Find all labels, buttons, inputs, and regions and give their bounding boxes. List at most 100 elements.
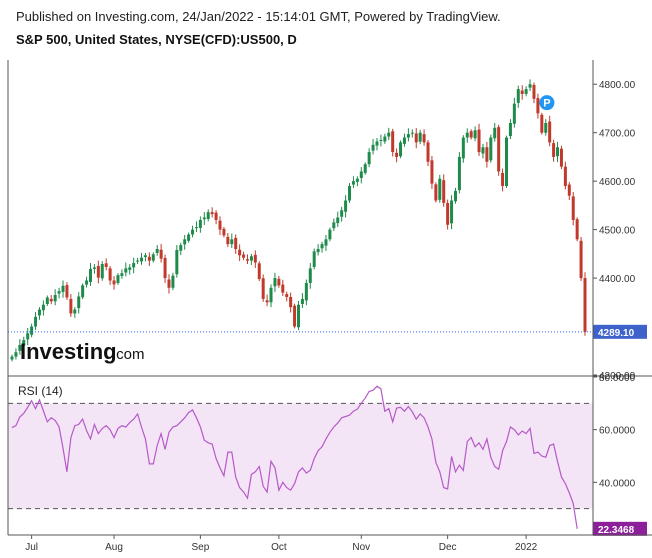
candle-body bbox=[69, 298, 73, 314]
candle-body bbox=[348, 186, 352, 201]
candle-body bbox=[402, 137, 406, 144]
candle-body bbox=[489, 137, 493, 161]
candle-body bbox=[234, 237, 238, 249]
candle-body bbox=[226, 236, 230, 245]
candle-body bbox=[210, 212, 214, 215]
candle-body bbox=[269, 287, 273, 303]
candle-body bbox=[391, 131, 395, 153]
candle-body bbox=[477, 129, 481, 153]
candle-body bbox=[285, 294, 289, 297]
candle-body bbox=[245, 259, 249, 261]
candle-body bbox=[465, 132, 469, 138]
candle-body bbox=[124, 268, 128, 273]
candle-body bbox=[238, 249, 242, 256]
event-marker-label: P bbox=[543, 98, 550, 110]
candle-body bbox=[344, 200, 348, 212]
candle-body bbox=[179, 245, 183, 251]
candle-body bbox=[289, 296, 293, 308]
candle-body bbox=[528, 84, 532, 88]
candle-body bbox=[508, 123, 512, 137]
candle-body bbox=[571, 196, 575, 220]
price-tick-label: 4800.00 bbox=[599, 80, 636, 91]
candle-body bbox=[567, 184, 571, 196]
candle-body bbox=[446, 202, 450, 225]
rsi-value-badge bbox=[593, 521, 647, 536]
candle-body bbox=[481, 147, 485, 154]
candle-body bbox=[336, 217, 340, 224]
candle-body bbox=[194, 227, 198, 229]
candle-body bbox=[104, 263, 108, 267]
rsi-pane: RSI (14) 22.3468 bbox=[8, 384, 647, 536]
candle-body bbox=[128, 267, 132, 270]
candle-body bbox=[497, 127, 501, 172]
candle-body bbox=[18, 344, 22, 351]
candle-body bbox=[556, 147, 560, 157]
rsi-tick-label: 80.0000 bbox=[599, 373, 636, 384]
candle-body bbox=[26, 333, 30, 340]
candle-body bbox=[453, 190, 457, 202]
candle-body bbox=[108, 268, 112, 281]
candle-body bbox=[14, 352, 18, 357]
candle-body bbox=[414, 133, 418, 143]
candle-body bbox=[363, 164, 367, 173]
candle-body bbox=[175, 249, 179, 275]
candle-body bbox=[501, 172, 505, 186]
candle-body bbox=[430, 160, 434, 184]
candle-body bbox=[469, 131, 473, 138]
candle-body bbox=[426, 142, 430, 162]
candle-body bbox=[320, 244, 324, 249]
candle-body bbox=[493, 127, 497, 139]
candle-body bbox=[434, 184, 438, 201]
candle-body bbox=[540, 114, 544, 133]
candle-body bbox=[242, 254, 246, 258]
candle-body bbox=[328, 229, 332, 240]
candle-body bbox=[544, 123, 548, 133]
time-tick-label: 2022 bbox=[515, 542, 538, 553]
candle-body bbox=[57, 291, 61, 294]
candle-body bbox=[10, 356, 14, 360]
candle-body bbox=[277, 278, 281, 286]
candle-body bbox=[132, 263, 136, 268]
candle-body bbox=[332, 222, 336, 229]
candle-body bbox=[485, 147, 489, 162]
candle-body bbox=[34, 316, 38, 327]
candle-body bbox=[147, 256, 151, 261]
candle-body bbox=[304, 282, 308, 301]
candle-body bbox=[297, 304, 300, 328]
time-tick-label: Jul bbox=[25, 542, 38, 553]
candle-body bbox=[375, 141, 379, 146]
candle-body bbox=[171, 275, 175, 288]
candle-body bbox=[383, 136, 387, 142]
candle-body bbox=[202, 217, 206, 220]
candle-body bbox=[461, 137, 465, 159]
candle-body bbox=[253, 254, 257, 263]
candle-body bbox=[151, 254, 155, 261]
candle-body bbox=[438, 178, 442, 200]
candle-body bbox=[53, 295, 57, 302]
price-pane: 4289.10 P bbox=[8, 79, 647, 362]
candle-body bbox=[273, 278, 277, 287]
rsi-title: RSI (14) bbox=[18, 384, 63, 398]
candle-body bbox=[532, 84, 536, 99]
candle-body bbox=[30, 326, 34, 335]
candle-body bbox=[120, 273, 124, 276]
rsi-value-label: 22.3468 bbox=[598, 525, 635, 536]
candle-body bbox=[312, 251, 316, 267]
candle-body bbox=[100, 264, 104, 279]
candle-body bbox=[214, 212, 218, 220]
candle-body bbox=[367, 152, 371, 165]
candle-body bbox=[167, 279, 171, 288]
candle-body bbox=[457, 156, 461, 191]
candle-body bbox=[96, 265, 100, 278]
candle-body bbox=[516, 89, 520, 103]
published-info: Published on Investing.com, 24/Jan/2022 … bbox=[16, 9, 501, 24]
candle-body bbox=[575, 219, 579, 240]
candle-body bbox=[520, 90, 524, 94]
candle-body bbox=[316, 249, 320, 253]
axes: 4800.00 4700.00 4600.00 4500.00 4400.00 4200.… bbox=[7, 60, 652, 553]
price-tick-label: 4500.00 bbox=[599, 226, 636, 237]
price-tick-label: 4200.00 bbox=[599, 371, 636, 382]
candle-body bbox=[143, 255, 147, 257]
candle-body bbox=[359, 171, 363, 179]
